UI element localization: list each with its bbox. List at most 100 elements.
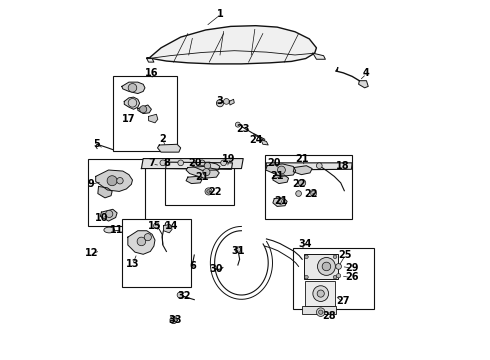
- Polygon shape: [186, 166, 220, 178]
- Text: 19: 19: [222, 154, 236, 164]
- Circle shape: [336, 264, 342, 269]
- Circle shape: [173, 318, 177, 322]
- Circle shape: [235, 122, 241, 127]
- Polygon shape: [261, 140, 268, 145]
- Text: 29: 29: [345, 262, 359, 273]
- Circle shape: [170, 316, 177, 324]
- Text: 20: 20: [188, 158, 202, 168]
- Polygon shape: [186, 176, 202, 184]
- Circle shape: [318, 257, 335, 275]
- Bar: [88, 158, 145, 226]
- Bar: [113, 76, 177, 152]
- Circle shape: [107, 176, 117, 186]
- Polygon shape: [157, 144, 181, 152]
- Circle shape: [207, 190, 210, 193]
- Circle shape: [223, 99, 229, 104]
- Polygon shape: [266, 164, 296, 176]
- Text: 21: 21: [274, 197, 288, 206]
- Polygon shape: [122, 82, 145, 94]
- Text: 7: 7: [149, 158, 155, 168]
- Text: 28: 28: [322, 311, 336, 321]
- Text: 20: 20: [267, 158, 280, 168]
- Text: 22: 22: [292, 179, 305, 189]
- Circle shape: [277, 166, 285, 174]
- Circle shape: [317, 163, 322, 168]
- Text: 8: 8: [163, 158, 170, 168]
- Polygon shape: [124, 97, 140, 109]
- Text: 9: 9: [87, 179, 94, 189]
- Polygon shape: [148, 114, 158, 123]
- Text: 5: 5: [94, 139, 100, 149]
- Text: 12: 12: [85, 248, 98, 258]
- Text: 24: 24: [249, 135, 263, 145]
- Circle shape: [317, 308, 325, 316]
- Polygon shape: [147, 59, 154, 62]
- Circle shape: [278, 199, 284, 204]
- Circle shape: [117, 177, 123, 184]
- Circle shape: [305, 275, 308, 279]
- Text: 22: 22: [208, 187, 221, 197]
- Circle shape: [317, 290, 324, 297]
- Text: 27: 27: [337, 296, 350, 306]
- Text: 6: 6: [190, 261, 196, 271]
- Circle shape: [205, 188, 212, 195]
- Text: 1: 1: [217, 9, 223, 19]
- Text: 3: 3: [217, 96, 223, 107]
- Circle shape: [106, 210, 113, 217]
- Text: 21: 21: [270, 171, 284, 181]
- Circle shape: [220, 160, 226, 166]
- Bar: [302, 306, 336, 314]
- Text: 2: 2: [159, 134, 166, 144]
- Polygon shape: [147, 26, 317, 64]
- Polygon shape: [166, 162, 232, 169]
- Text: 22: 22: [304, 189, 318, 199]
- Text: 21: 21: [196, 172, 209, 182]
- Circle shape: [153, 223, 159, 229]
- Circle shape: [144, 234, 151, 241]
- Text: 32: 32: [177, 291, 191, 301]
- Text: 16: 16: [146, 68, 159, 78]
- Text: 31: 31: [231, 247, 245, 256]
- Text: 33: 33: [169, 315, 182, 325]
- Text: 4: 4: [363, 68, 370, 78]
- Circle shape: [217, 100, 223, 107]
- Circle shape: [128, 99, 137, 107]
- Circle shape: [235, 247, 241, 252]
- Circle shape: [203, 168, 210, 176]
- Text: 34: 34: [298, 239, 312, 249]
- Polygon shape: [138, 105, 151, 113]
- Polygon shape: [128, 231, 155, 254]
- Text: 25: 25: [338, 250, 352, 260]
- Bar: [165, 158, 234, 205]
- Polygon shape: [164, 224, 172, 233]
- Text: 15: 15: [148, 221, 162, 231]
- Polygon shape: [266, 163, 352, 170]
- Bar: [293, 248, 373, 309]
- Circle shape: [177, 292, 183, 298]
- Polygon shape: [293, 166, 312, 175]
- Circle shape: [305, 255, 308, 258]
- Bar: [304, 253, 338, 279]
- Circle shape: [322, 262, 331, 271]
- Circle shape: [318, 310, 323, 314]
- Bar: [122, 219, 192, 287]
- Circle shape: [137, 237, 146, 246]
- Circle shape: [313, 286, 329, 301]
- Circle shape: [333, 255, 337, 258]
- Polygon shape: [100, 209, 117, 221]
- Circle shape: [204, 162, 211, 169]
- Circle shape: [333, 275, 337, 279]
- Ellipse shape: [104, 227, 115, 233]
- Polygon shape: [273, 198, 287, 206]
- Circle shape: [311, 191, 317, 197]
- Polygon shape: [142, 158, 243, 168]
- Text: 23: 23: [237, 124, 250, 134]
- Circle shape: [337, 274, 341, 278]
- Circle shape: [296, 191, 301, 197]
- Polygon shape: [229, 99, 234, 105]
- Text: 11: 11: [110, 225, 123, 235]
- Polygon shape: [313, 53, 325, 59]
- Text: 17: 17: [122, 114, 136, 124]
- Circle shape: [160, 160, 166, 166]
- Circle shape: [199, 160, 205, 166]
